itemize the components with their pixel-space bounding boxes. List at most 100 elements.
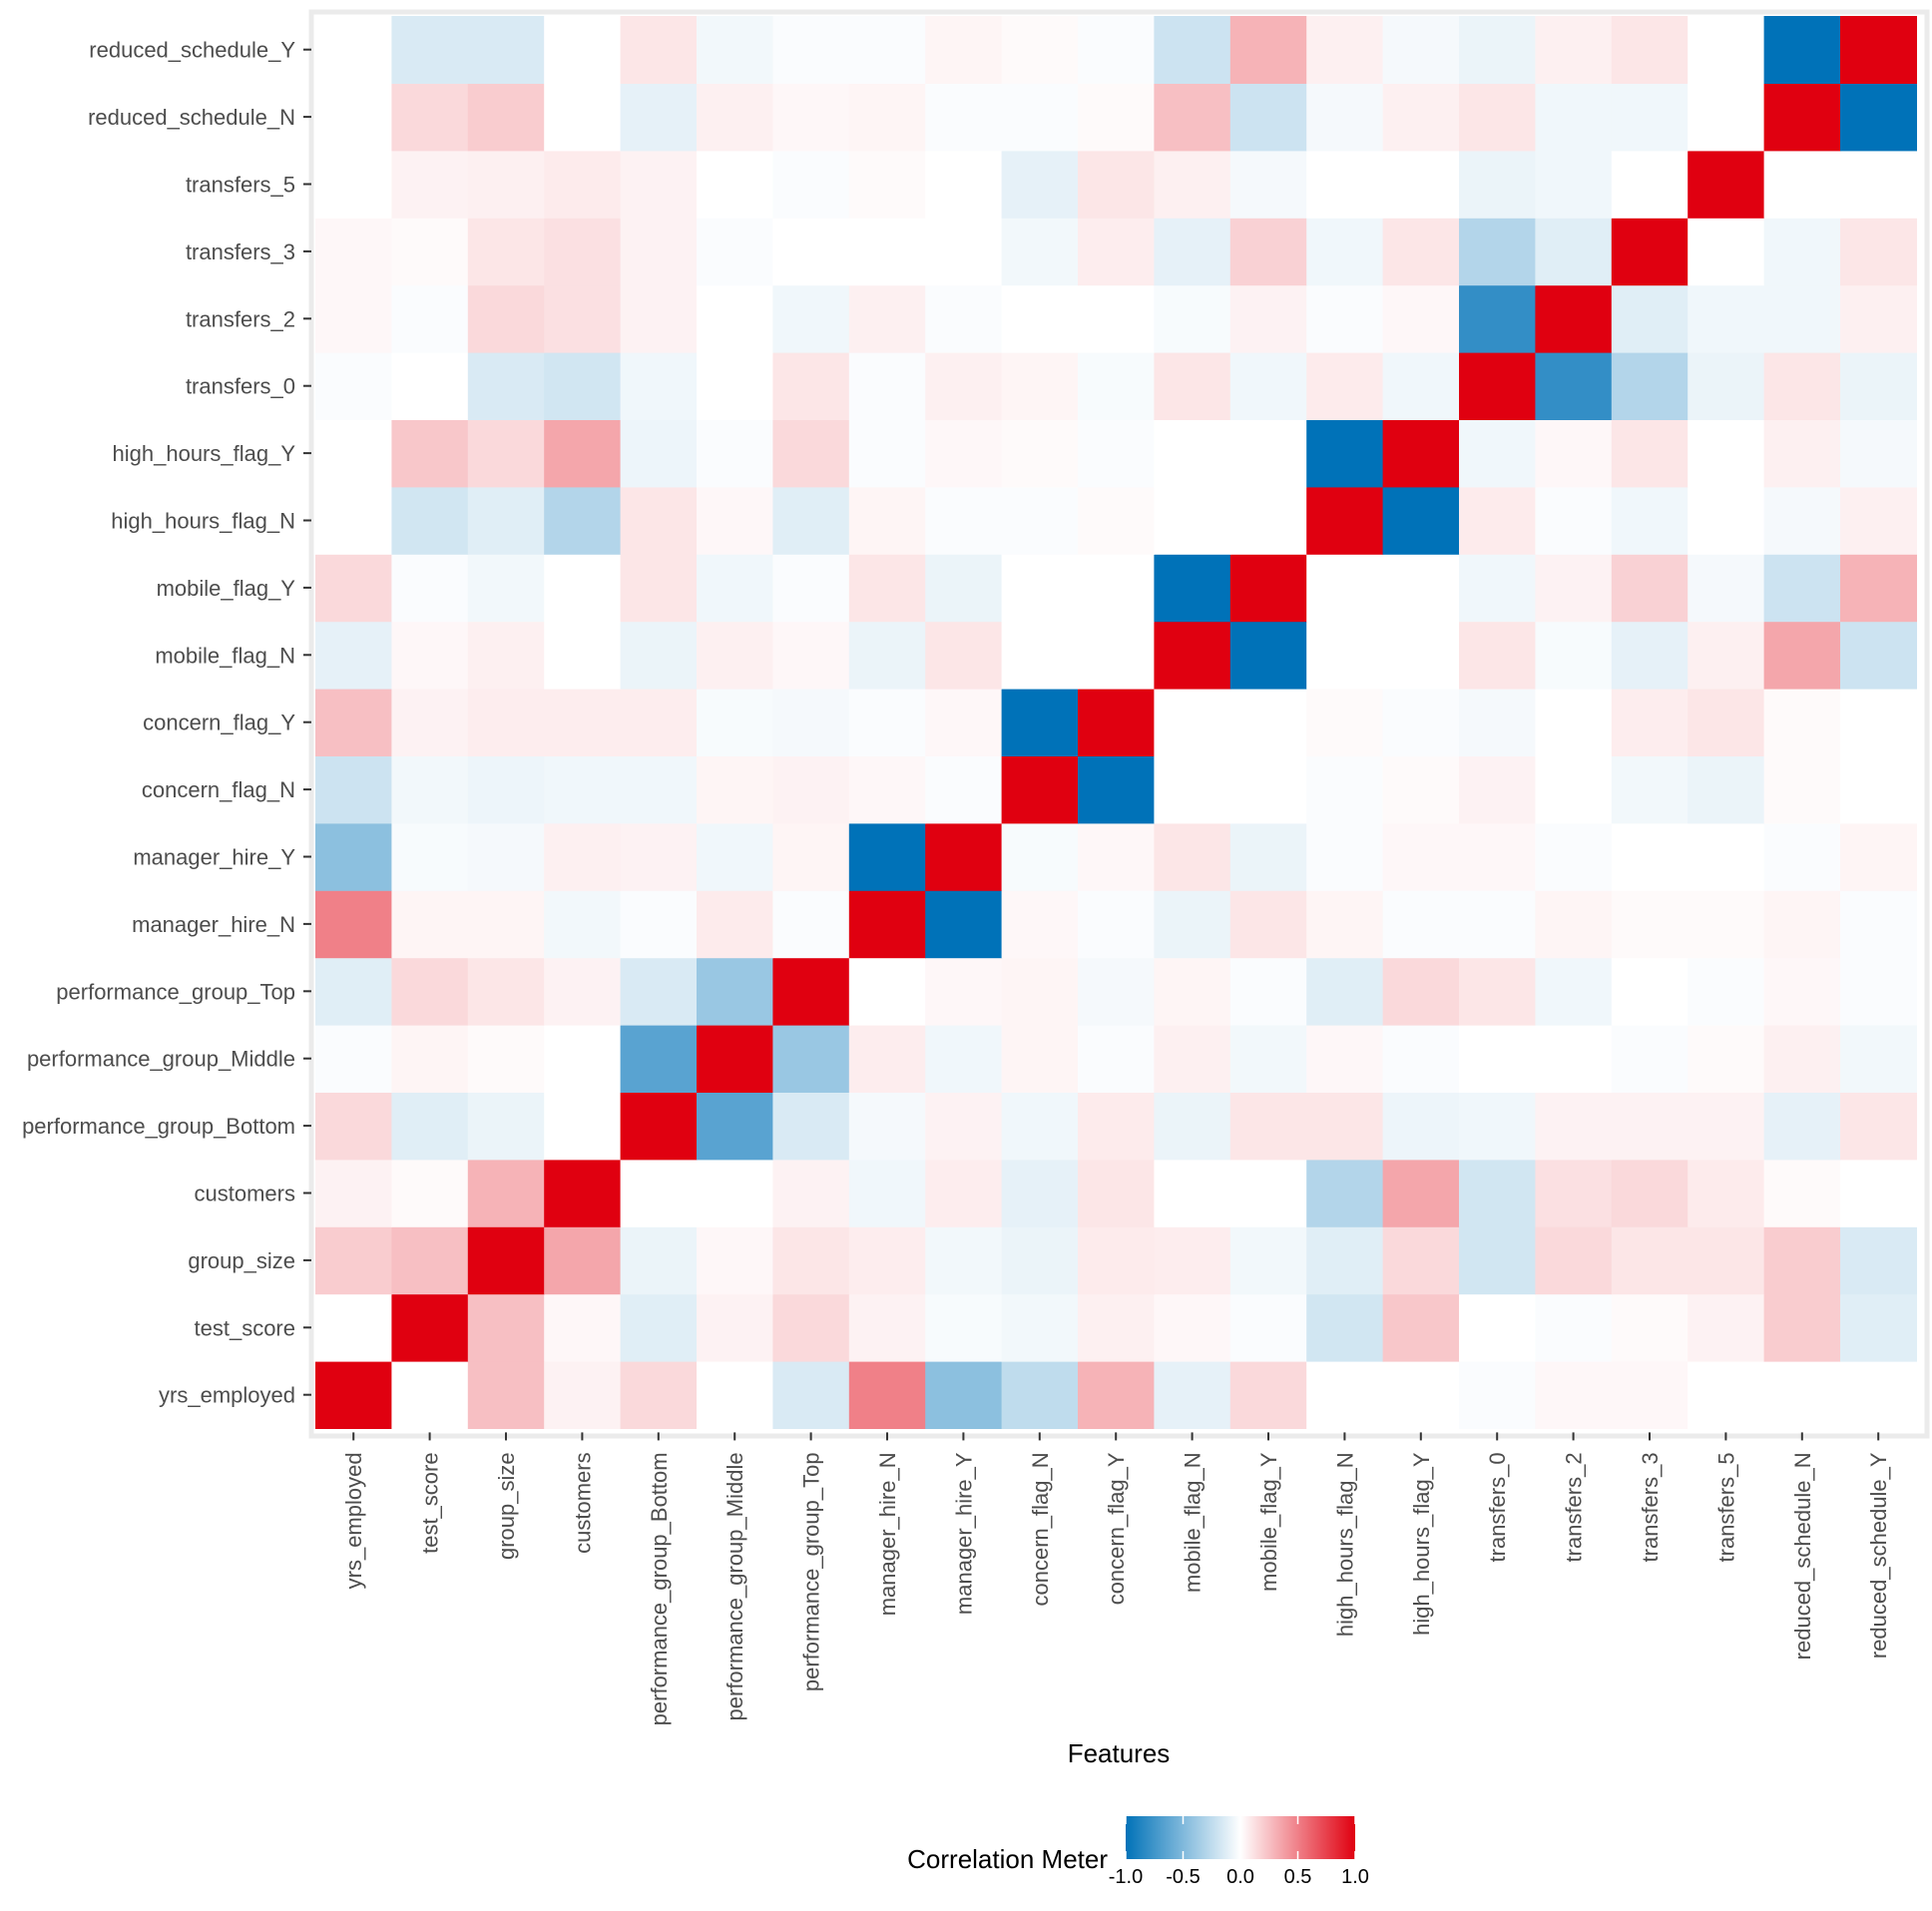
heatmap-cell-performance_group_Middle-transfers_5 (1688, 1025, 1765, 1093)
heatmap-cell-test_score-performance_group_Top (772, 1293, 850, 1362)
heatmap-cell-yrs_employed-performance_group_Bottom (620, 1361, 698, 1429)
heatmap-cell-manager_hire_N-high_hours_flag_N (1306, 890, 1384, 959)
heatmap-cell-reduced_schedule_N-mobile_flag_Y (1229, 83, 1307, 152)
heatmap-cell-reduced_schedule_N-group_size (467, 83, 545, 152)
heatmap-cell-test_score-yrs_employed (315, 1293, 392, 1362)
y-tick-label-performance_group_Bottom: performance_group_Bottom (22, 1114, 295, 1139)
heatmap-cell-performance_group_Bottom-performance_group_Top (772, 1092, 850, 1161)
x-tick-label-manager_hire_N: manager_hire_N (875, 1452, 900, 1616)
y-tick-label-high_hours_flag_Y: high_hours_flag_Y (113, 441, 296, 466)
heatmap-cell-concern_flag_N-manager_hire_N (848, 755, 926, 824)
heatmap-cell-transfers_0-transfers_5 (1688, 352, 1765, 420)
heatmap-cell-performance_group_Middle-performance_group_Top (772, 1025, 850, 1093)
heatmap-cell-transfers_5-group_size (467, 150, 545, 219)
heatmap-cell-manager_hire_N-manager_hire_Y (925, 890, 1003, 959)
heatmap-cell-manager_hire_Y-manager_hire_N (848, 822, 926, 891)
heatmap-cell-reduced_schedule_Y-customers (544, 16, 622, 84)
heatmap-cell-concern_flag_N-transfers_3 (1611, 755, 1689, 824)
heatmap-cell-performance_group_Bottom-transfers_2 (1535, 1092, 1613, 1161)
y-tick-label-concern_flag_N: concern_flag_N (142, 777, 295, 802)
heatmap-cell-transfers_3-performance_group_Top (772, 218, 850, 286)
heatmap-cell-concern_flag_N-yrs_employed (315, 755, 392, 824)
heatmap-cell-group_size-performance_group_Middle (697, 1226, 773, 1295)
heatmap-cell-yrs_employed-transfers_2 (1535, 1361, 1613, 1429)
heatmap-cell-concern_flag_N-transfers_2 (1535, 755, 1613, 824)
heatmap-cell-transfers_5-test_score (391, 150, 469, 219)
heatmap-cell-reduced_schedule_N-concern_flag_Y (1078, 83, 1155, 152)
heatmap-cell-high_hours_flag_Y-performance_group_Top (772, 419, 850, 488)
heatmap-cell-reduced_schedule_N-reduced_schedule_N (1763, 83, 1841, 152)
heatmap-cell-manager_hire_N-transfers_3 (1611, 890, 1689, 959)
heatmap-cell-reduced_schedule_Y-reduced_schedule_N (1763, 16, 1841, 84)
heatmap-cell-transfers_5-manager_hire_Y (925, 150, 1003, 219)
heatmap-cell-performance_group_Bottom-concern_flag_N (1001, 1092, 1079, 1161)
heatmap-cell-group_size-reduced_schedule_N (1763, 1226, 1841, 1295)
x-tick-label-mobile_flag_Y: mobile_flag_Y (1256, 1452, 1281, 1592)
heatmap-cell-transfers_2-manager_hire_Y (925, 284, 1003, 353)
x-tick-label-high_hours_flag_Y: high_hours_flag_Y (1409, 1452, 1434, 1636)
heatmap-cell-transfers_0-reduced_schedule_Y (1840, 352, 1917, 420)
legend-ticks: -1.0 -0.5 0.0 0.5 1.0 (1109, 1816, 1369, 1888)
heatmap-cell-transfers_0-high_hours_flag_Y (1382, 352, 1460, 420)
heatmap-cell-concern_flag_Y-high_hours_flag_Y (1382, 689, 1460, 756)
x-tick-label-mobile_flag_N: mobile_flag_N (1181, 1452, 1206, 1593)
heatmap-cell-concern_flag_N-high_hours_flag_Y (1382, 755, 1460, 824)
heatmap-cell-transfers_0-transfers_0 (1459, 352, 1536, 420)
heatmap-cell-mobile_flag_Y-manager_hire_N (848, 554, 926, 623)
heatmap-cell-transfers_2-performance_group_Middle (697, 284, 773, 353)
heatmap-cell-manager_hire_N-performance_group_Bottom (620, 890, 698, 959)
heatmap-cell-manager_hire_Y-reduced_schedule_Y (1840, 822, 1917, 891)
heatmap-cell-high_hours_flag_Y-reduced_schedule_N (1763, 419, 1841, 488)
heatmap-cell-concern_flag_N-transfers_5 (1688, 755, 1765, 824)
heatmap-cell-yrs_employed-transfers_3 (1611, 1361, 1689, 1429)
y-tick-label-customers: customers (195, 1182, 295, 1206)
heatmap-cell-mobile_flag_N-reduced_schedule_Y (1840, 621, 1917, 690)
x-axis-title: Features (1068, 1738, 1171, 1768)
heatmap-cell-performance_group_Top-manager_hire_N (848, 957, 926, 1026)
legend-tick-label: 0.0 (1226, 1866, 1254, 1888)
heatmap-cell-performance_group_Middle-manager_hire_Y (925, 1025, 1003, 1093)
heatmap-cell-mobile_flag_Y-yrs_employed (315, 554, 392, 623)
heatmap-cell-transfers_5-transfers_2 (1535, 150, 1613, 219)
heatmap-cell-manager_hire_Y-performance_group_Top (772, 822, 850, 891)
y-axis: yrs_employed test_score group_size customer… (22, 38, 311, 1408)
heatmap-cell-high_hours_flag_Y-yrs_employed (315, 419, 392, 488)
y-tick-label-high_hours_flag_N: high_hours_flag_N (111, 509, 295, 534)
heatmap-cell-manager_hire_Y-transfers_3 (1611, 822, 1689, 891)
heatmap-cell-concern_flag_N-test_score (391, 755, 469, 824)
heatmap-cell-concern_flag_Y-customers (544, 689, 622, 756)
heatmap-cell-transfers_2-high_hours_flag_Y (1382, 284, 1460, 353)
heatmap-cell-transfers_2-group_size (467, 284, 545, 353)
heatmap-cell-manager_hire_N-reduced_schedule_Y (1840, 890, 1917, 959)
heatmap-cell-high_hours_flag_N-yrs_employed (315, 486, 392, 555)
heatmap-cell-reduced_schedule_Y-transfers_0 (1459, 16, 1536, 84)
y-tick-label-yrs_employed: yrs_employed (159, 1383, 295, 1408)
heatmap-cell-performance_group_Bottom-concern_flag_Y (1078, 1092, 1155, 1161)
heatmap-cell-concern_flag_Y-transfers_5 (1688, 689, 1765, 756)
heatmap-cell-high_hours_flag_Y-concern_flag_Y (1078, 419, 1155, 488)
heatmap-cell-high_hours_flag_Y-transfers_2 (1535, 419, 1613, 488)
heatmap-cell-performance_group_Bottom-test_score (391, 1092, 469, 1161)
heatmap-cell-reduced_schedule_N-transfers_0 (1459, 83, 1536, 152)
heatmap-cell-transfers_0-group_size (467, 352, 545, 420)
heatmap-cell-mobile_flag_N-transfers_5 (1688, 621, 1765, 690)
heatmap-cell-concern_flag_N-reduced_schedule_Y (1840, 755, 1917, 824)
heatmap-cell-test_score-performance_group_Bottom (620, 1293, 698, 1362)
heatmap-cell-high_hours_flag_Y-reduced_schedule_Y (1840, 419, 1917, 488)
heatmap-cell-high_hours_flag_Y-mobile_flag_Y (1229, 419, 1307, 488)
heatmap-cell-test_score-customers (544, 1293, 622, 1362)
heatmap-cell-transfers_2-mobile_flag_N (1154, 284, 1231, 353)
heatmap-cell-manager_hire_N-concern_flag_Y (1078, 890, 1155, 959)
heatmap-cell-concern_flag_Y-performance_group_Bottom (620, 689, 698, 756)
x-tick-label-high_hours_flag_N: high_hours_flag_N (1332, 1452, 1357, 1637)
heatmap-cell-concern_flag_Y-transfers_0 (1459, 689, 1536, 756)
heatmap-cell-transfers_5-transfers_5 (1688, 150, 1765, 219)
heatmap-cell-high_hours_flag_Y-transfers_0 (1459, 419, 1536, 488)
heatmap-cell-concern_flag_N-mobile_flag_N (1154, 755, 1231, 824)
heatmap-cell-high_hours_flag_N-mobile_flag_Y (1229, 486, 1307, 555)
heatmap-cell-reduced_schedule_N-transfers_2 (1535, 83, 1613, 152)
heatmap-cell-reduced_schedule_N-transfers_3 (1611, 83, 1689, 152)
heatmap-cell-concern_flag_N-concern_flag_N (1001, 755, 1079, 824)
heatmap-cell-performance_group_Top-performance_group_Bottom (620, 957, 698, 1026)
heatmap-cell-manager_hire_N-transfers_5 (1688, 890, 1765, 959)
